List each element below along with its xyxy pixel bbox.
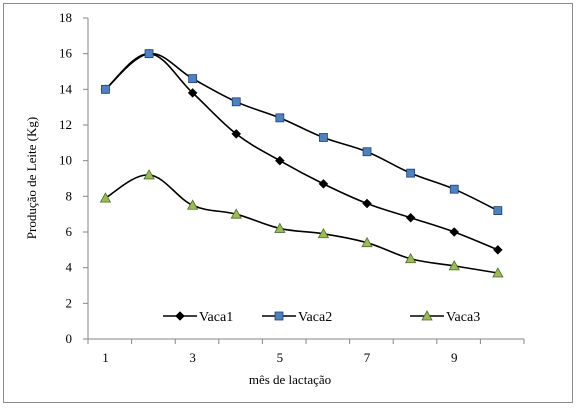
series-vaca2 (101, 49, 503, 216)
data-point (144, 49, 154, 59)
chart-frame (3, 3, 573, 403)
legend-marker (421, 310, 433, 321)
legend-item-vaca3: Vaca3 (410, 310, 480, 325)
series-line (104, 52, 499, 212)
data-point (319, 133, 328, 142)
x-tick-label: 9 (451, 350, 458, 365)
data-point (231, 129, 242, 139)
y-tick-label: 16 (59, 46, 73, 61)
data-point (449, 184, 459, 194)
data-point (230, 208, 242, 219)
legend-item-vaca2: Vaca2 (262, 310, 332, 325)
data-point (406, 168, 416, 178)
data-point (449, 227, 460, 237)
data-point (143, 169, 155, 180)
series-vaca3 (99, 169, 504, 278)
series-group (99, 48, 504, 278)
axes: 0 2 4 6 8 10 12 14 16 18 1 3 5 7 9 (59, 10, 525, 365)
y-tick-label: 6 (66, 224, 73, 239)
legend: Vaca1 Vaca2 Vaca3 (163, 310, 480, 325)
y-tick-label: 18 (59, 10, 72, 25)
legend-item-vaca1: Vaca1 (163, 310, 233, 325)
y-tick-label: 12 (59, 117, 72, 132)
data-point (404, 252, 417, 264)
legend-label: Vaca3 (446, 310, 480, 325)
data-point (492, 267, 504, 278)
data-point (188, 74, 198, 84)
data-point (405, 212, 416, 223)
data-point (274, 155, 285, 166)
data-point (493, 206, 503, 216)
legend-label: Vaca2 (298, 310, 332, 325)
data-point (186, 199, 199, 210)
data-point (362, 198, 372, 209)
x-tick-label: 7 (364, 350, 371, 365)
data-point (274, 222, 286, 233)
y-tick-label: 10 (59, 153, 72, 168)
y-tick-label: 0 (66, 331, 73, 346)
data-point (448, 260, 460, 271)
y-axis-title: Produção de Leite (Kg) (24, 117, 39, 239)
x-tick-label: 5 (277, 350, 284, 365)
legend-marker (274, 311, 284, 321)
x-axis-title: mês de lactação (249, 372, 331, 387)
y-tick-label: 8 (66, 188, 73, 203)
data-point (361, 236, 373, 248)
y-tick-label: 14 (59, 81, 73, 96)
series-line (105, 174, 498, 274)
data-point (99, 192, 112, 203)
x-tick-label: 1 (102, 350, 109, 365)
x-tick-label: 3 (189, 350, 196, 365)
legend-label: Vaca1 (199, 310, 233, 325)
data-point (362, 147, 372, 157)
data-point (318, 178, 329, 189)
legend-marker (175, 311, 185, 321)
data-point (231, 97, 241, 107)
y-tick-label: 2 (66, 295, 73, 310)
y-tick-label: 4 (66, 260, 73, 275)
data-point (492, 244, 503, 255)
data-point (317, 227, 330, 239)
data-point (187, 88, 198, 98)
data-point (275, 113, 285, 123)
series-vaca1 (100, 48, 503, 255)
series-line (104, 52, 499, 251)
data-point (101, 84, 110, 94)
